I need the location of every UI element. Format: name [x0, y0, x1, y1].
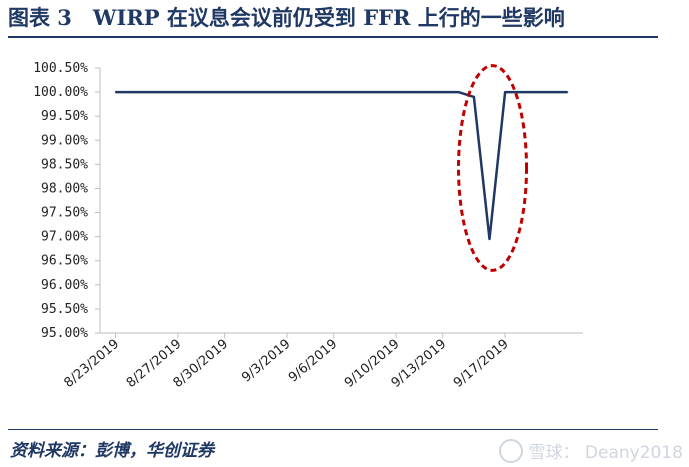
highlight-ellipse	[457, 64, 529, 272]
y-tick-label: 100.00%	[33, 85, 88, 100]
data-point	[410, 91, 413, 93]
data-point	[488, 238, 491, 240]
data-point	[566, 91, 569, 93]
title-divider	[8, 36, 658, 38]
line-chart: 95.00% 95.50% 96.00% 96.50% 97.00% 97.50% 98.0…	[0, 40, 689, 425]
source-divider	[8, 429, 658, 430]
data-point	[535, 91, 538, 93]
y-tick-label: 97.50%	[41, 206, 88, 221]
y-tick-label: 96.00%	[41, 278, 88, 293]
y-tick-label: 98.00%	[41, 181, 88, 196]
chart-canvas: 95.00% 95.50% 96.00% 96.50% 97.00% 97.50% 98.0…	[33, 61, 583, 391]
data-point	[504, 91, 506, 93]
y-tick-label: 99.50%	[41, 109, 88, 124]
x-tick-label: 9/17/2019	[451, 337, 512, 391]
data-point	[473, 96, 475, 98]
snowball-logo-icon	[498, 438, 523, 463]
y-tick-label: 97.00%	[41, 230, 88, 245]
y-tick-label: 95.00%	[41, 326, 88, 341]
y-tick-label: 96.50%	[41, 254, 88, 269]
data-point	[519, 91, 522, 93]
data-point	[551, 91, 553, 93]
y-tick-label: 95.50%	[41, 302, 88, 317]
source-note: 资料来源：彭博，华创证券	[10, 441, 214, 461]
x-tick-label: 8/23/2019	[61, 337, 122, 391]
data-point	[457, 91, 460, 93]
chart-title: 图表 3 WIRP 在议息会议前仍受到 FFR 上行的一些影响	[8, 5, 565, 30]
x-tick-label: 9/3/2019	[239, 337, 293, 386]
data-point	[426, 91, 428, 93]
series-line	[115, 90, 568, 241]
data-point	[114, 91, 117, 93]
data-point	[441, 91, 444, 93]
y-tick-label: 100.50%	[33, 61, 88, 76]
watermark-text: 雪球： Deany2018	[528, 443, 683, 463]
watermark: 雪球： Deany2018	[498, 438, 683, 463]
x-tick-label: 9/6/2019	[286, 337, 340, 386]
y-tick-label: 99.00%	[41, 133, 88, 148]
y-tick-label: 98.50%	[41, 157, 88, 172]
